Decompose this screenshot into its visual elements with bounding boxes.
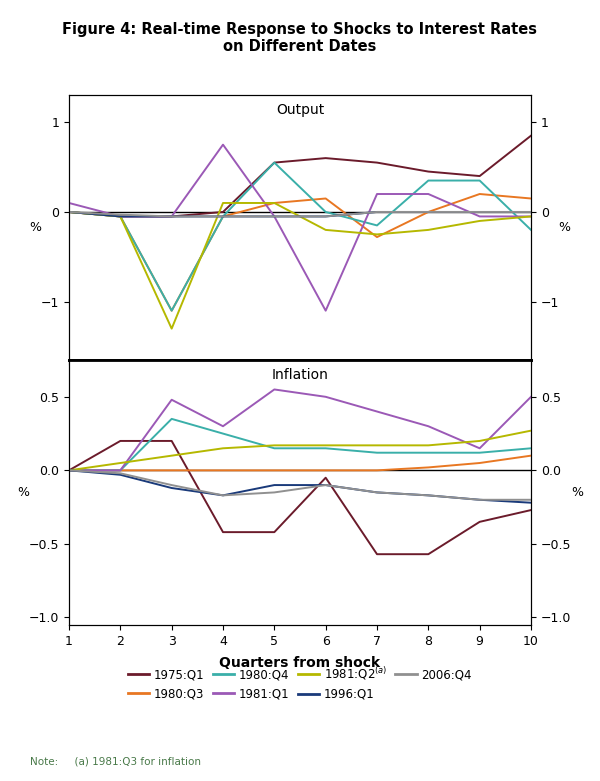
Y-axis label: %: % [29,221,41,234]
Y-axis label: %: % [559,221,571,234]
Text: Inflation: Inflation [272,368,328,382]
Text: Note:     (a) 1981:Q3 for inflation: Note: (a) 1981:Q3 for inflation [30,757,201,767]
Legend: 1975:Q1, 1980:Q3, 1980:Q4, 1981:Q1, 1981:Q2$^{(a)}$, 1996:Q1, 2006:Q4: 1975:Q1, 1980:Q3, 1980:Q4, 1981:Q1, 1981… [128,665,472,701]
Text: Output: Output [276,103,324,117]
X-axis label: Quarters from shock: Quarters from shock [220,656,380,670]
Y-axis label: %: % [17,486,29,499]
Text: Figure 4: Real-time Response to Shocks to Interest Rates
on Different Dates: Figure 4: Real-time Response to Shocks t… [62,22,538,54]
Y-axis label: %: % [571,486,583,499]
